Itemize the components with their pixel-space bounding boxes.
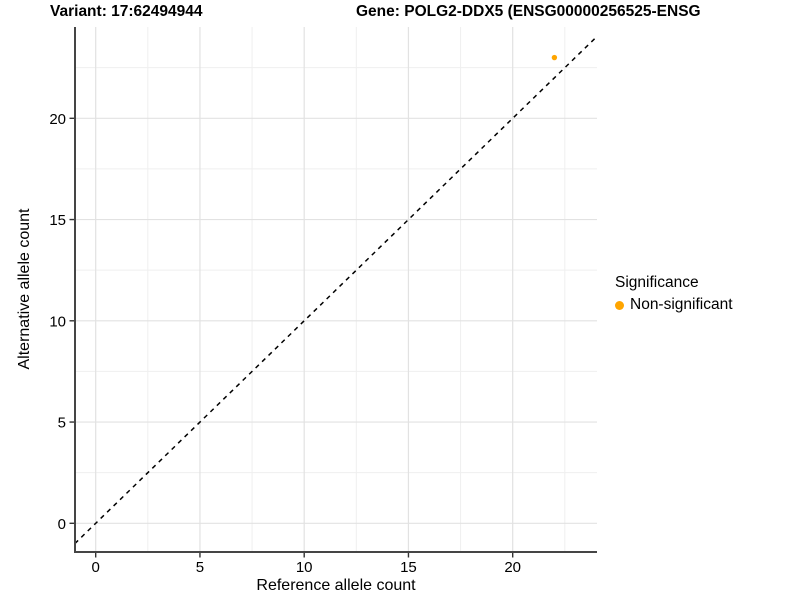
identity-line <box>74 36 597 545</box>
variant-title: Variant: 17:62494944 <box>50 3 203 20</box>
x-tick-label: 5 <box>196 559 204 576</box>
y-tick-label: 15 <box>49 212 66 229</box>
data-point <box>551 54 558 61</box>
y-axis-title: Alternative allele count <box>16 208 33 370</box>
legend: Significance Non-significant <box>615 274 733 314</box>
y-tick-label: 0 <box>58 516 66 533</box>
y-tick-label: 10 <box>49 313 66 330</box>
legend-item: Non-significant <box>615 296 733 314</box>
x-tick-label: 15 <box>400 559 417 576</box>
gene-title: Gene: POLG2-DDX5 (ENSG00000256525-ENSG <box>356 3 701 20</box>
x-axis-title: Reference allele count <box>256 577 416 594</box>
x-tick-label: 20 <box>504 559 521 576</box>
major-gridlines <box>75 27 597 552</box>
x-tick-label: 0 <box>92 559 100 576</box>
x-tick-label: 10 <box>296 559 313 576</box>
y-tick-label: 20 <box>49 111 66 128</box>
minor-gridlines <box>75 27 597 552</box>
y-tick-label: 5 <box>58 415 66 432</box>
legend-title: Significance <box>615 274 699 291</box>
legend-point-icon <box>615 300 624 310</box>
legend-item-label: Non-significant <box>630 296 733 313</box>
